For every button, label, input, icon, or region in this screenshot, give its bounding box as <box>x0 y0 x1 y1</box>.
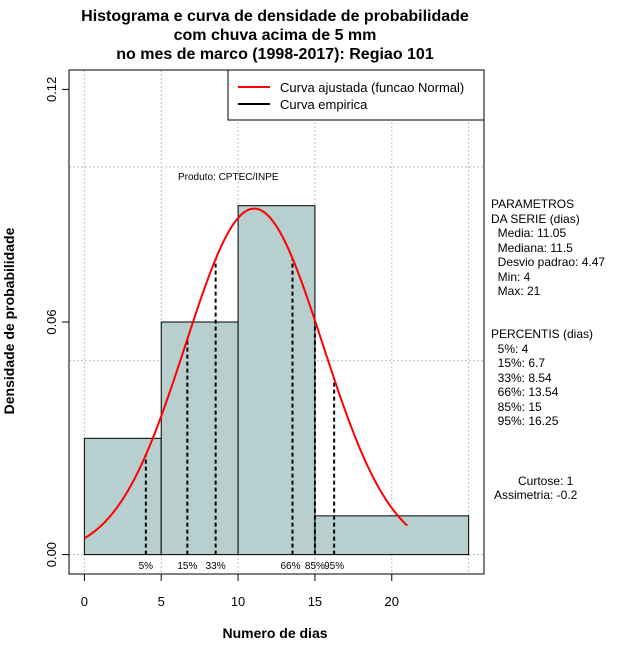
chart-title-line: com chuva acima de 5 mm <box>174 27 377 44</box>
percentile-label: 95% <box>324 561 344 572</box>
product-label: Produto: CPTEC/INPE <box>178 172 279 183</box>
series-parameters: PARAMETROS DA SERIE (dias) Media: 11.05 M… <box>491 197 605 299</box>
x-axis: 0 5 10 15 20 <box>81 573 399 609</box>
legend-entry: Curva empirica <box>280 97 368 112</box>
x-axis-label: Numero de dias <box>222 625 327 641</box>
side-panel-line: Desvio padrao: 4.47 <box>491 255 606 269</box>
percentile-label: 66% <box>280 561 300 572</box>
percentile-lines: 5% 15% 33% 66% 85% 95% <box>139 258 344 572</box>
x-tick-label: 10 <box>231 594 245 609</box>
normal-fit-curve <box>83 207 408 540</box>
legend: Curva ajustada (funcao Normal) Curva empi… <box>227 69 485 121</box>
percentiles-panel: PERCENTIS (dias) 5%: 4 15%: 6.7 33%: 8.5… <box>491 327 593 429</box>
x-tick-label: 5 <box>158 594 165 609</box>
skewness-label: Assimetria: -0.2 <box>494 488 578 502</box>
side-panel-line: DA SERIE (dias) <box>491 211 580 226</box>
side-panel-line: PERCENTIS (dias) <box>491 327 594 341</box>
side-panel-line: PARAMETROS <box>491 197 575 211</box>
histogram-bar <box>160 321 239 556</box>
y-tick-label: 0.00 <box>44 542 59 567</box>
side-panel-line: 85%: 15 <box>491 399 542 414</box>
x-tick-label: 15 <box>308 594 322 609</box>
legend-box <box>227 69 485 121</box>
percentile-label: 85% <box>305 561 325 572</box>
side-panel-line: Media: 11.05 <box>491 226 567 240</box>
y-axis: 0.00 0.06 0.12 <box>44 77 70 567</box>
side-panel-line: 95%: 16.25 <box>491 414 559 428</box>
side-panel-line: 15%: 6.7 <box>491 356 546 370</box>
percentile-label: 15% <box>177 561 197 572</box>
y-tick-label: 0.12 <box>44 77 59 102</box>
side-panel-line: Min: 4 <box>491 269 531 284</box>
side-panel-line: Mediana: 11.5 <box>491 240 573 255</box>
side-panel-line: 33%: 8.54 <box>491 370 552 385</box>
x-tick-label: 0 <box>81 594 88 609</box>
side-panel-line: 66%: 13.54 <box>491 385 559 399</box>
side-panel-line: Max: 21 <box>491 284 541 298</box>
percentile-label: 33% <box>206 561 226 572</box>
y-axis-label: Densidade de probabilidade <box>1 227 17 414</box>
side-panel-line: 5%: 4 <box>491 341 529 356</box>
legend-entry: Curva ajustada (funcao Normal) <box>280 80 464 95</box>
histogram-bar <box>314 515 470 556</box>
percentile-label: 5% <box>139 561 154 572</box>
y-tick-label: 0.06 <box>44 309 59 334</box>
histogram-bar <box>237 205 316 556</box>
chart-title-line: Histograma e curva de densidade de proba… <box>81 8 469 25</box>
chart-title: Histograma e curva de densidade de proba… <box>81 8 469 63</box>
histogram-bar <box>83 437 162 556</box>
kurtosis-label: Curtose: 1 <box>518 474 574 488</box>
chart-title-line: no mes de marco (1998-2017): Regiao 101 <box>116 46 434 63</box>
histogram-bars <box>83 205 470 556</box>
x-tick-label: 20 <box>385 594 399 609</box>
